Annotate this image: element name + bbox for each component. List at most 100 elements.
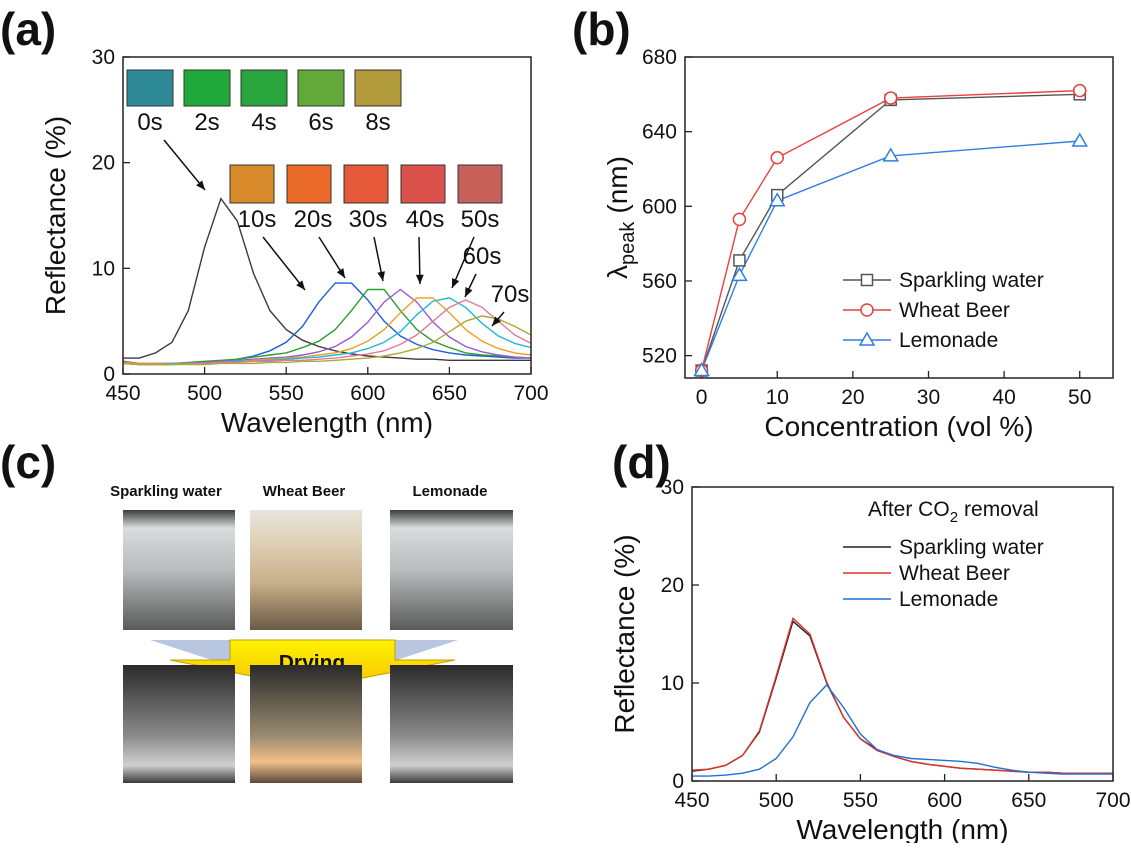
series-line (123, 299, 531, 366)
series-line (692, 683, 1113, 777)
y-tick-label: 680 (642, 46, 677, 69)
series-line (123, 282, 531, 366)
x-tick-label: 550 (843, 789, 878, 812)
swatch-label: 4s (251, 109, 276, 136)
legend-label: Lemonade (899, 588, 998, 611)
y-tick-label: 520 (642, 345, 677, 368)
arrow-line (163, 139, 206, 191)
arrow-head (377, 271, 385, 281)
x-axis-title: Wavelength (nm) (221, 407, 433, 438)
series-line (700, 93, 1080, 371)
marker (768, 192, 786, 207)
photo-caption: Wheat Beer (263, 483, 346, 500)
x-tick-label: 30 (917, 386, 940, 409)
y-tick-label: 10 (661, 672, 684, 695)
x-tick-label: 20 (841, 386, 864, 409)
curve-label: 30s (349, 206, 388, 233)
plot (700, 89, 1080, 371)
arrow-head (465, 287, 473, 297)
x-tick-label: 40 (992, 386, 1015, 409)
swatch (457, 164, 503, 204)
series-line (692, 620, 1113, 774)
y-tick-label: 0 (103, 363, 115, 386)
marker (860, 303, 874, 317)
marker (733, 254, 746, 267)
series-line (692, 617, 1113, 774)
swatch (343, 164, 389, 204)
photo-caption: Lemonade (412, 483, 487, 500)
marker (693, 362, 710, 377)
panel-label: (b) (572, 3, 631, 55)
panel-label: (c) (0, 436, 56, 488)
plot (692, 617, 1113, 777)
legend-label: Lemonade (899, 329, 998, 352)
curve-label: 10s (238, 206, 277, 233)
swatch (126, 69, 174, 107)
photo-panel: (c) Sparkling water Wheat Beer Lemonade … (0, 436, 513, 783)
x-tick-label: 50 (1068, 386, 1091, 409)
curve-label: 0s (137, 109, 162, 136)
y-tick-label: 0 (672, 770, 684, 793)
x-tick-label: 0 (696, 386, 708, 409)
series-line (700, 89, 1080, 371)
y-tick-label: 30 (92, 46, 115, 69)
x-tick-label: 500 (759, 789, 794, 812)
y-axis-title-part: Reflectance (%) (609, 534, 640, 733)
note-sub: 2 (950, 509, 958, 526)
marker (883, 91, 898, 105)
axis-frame (684, 56, 1114, 379)
y-tick-label: 30 (661, 476, 684, 499)
arrow-head (415, 274, 424, 284)
x-axis-title: Concentration (vol %) (764, 411, 1033, 442)
photo (123, 510, 235, 630)
photo (390, 665, 513, 783)
series-line (700, 140, 1080, 371)
y-axis-title-part: λ (602, 265, 633, 279)
swatch (354, 69, 402, 107)
photo (250, 510, 362, 630)
swatch-label: 6s (308, 109, 333, 136)
swatch (229, 164, 275, 204)
note-part: After CO (868, 498, 950, 521)
x-axis-title: Wavelength (nm) (796, 814, 1008, 843)
swatch (400, 164, 446, 204)
curve-label: 70s (491, 281, 530, 308)
y-axis-title-part: (nm) (602, 156, 633, 214)
panel-label: (d) (612, 436, 671, 488)
photo (250, 665, 362, 783)
arrow-head (492, 316, 501, 326)
legend-label: Wheat Beer (899, 299, 1010, 322)
curve-label: 60s (463, 243, 502, 270)
y-tick-label: 640 (642, 121, 677, 144)
swatch (240, 69, 288, 107)
axis-frame (691, 486, 1114, 782)
arrow-line (262, 236, 306, 291)
marker (732, 212, 747, 227)
marker (1072, 83, 1087, 98)
marker (882, 147, 899, 162)
arrow-head (296, 280, 305, 290)
y-tick-label: 600 (642, 195, 677, 218)
y-axis-title-part: Reflectance (%) (40, 116, 71, 315)
legend-label: Sparkling water (899, 536, 1044, 559)
photo (123, 665, 235, 783)
y-tick-label: 20 (661, 574, 684, 597)
marker (731, 266, 748, 282)
swatch-label: 8s (365, 109, 390, 136)
axis-frame (122, 56, 532, 375)
arrow (169, 639, 456, 689)
x-tick-label: 650 (432, 382, 467, 405)
x-tick-label: 10 (766, 386, 789, 409)
swatch (297, 69, 345, 107)
swatch-label: 2s (194, 109, 219, 136)
curve-label: 50s (461, 206, 500, 233)
arrow-head (452, 278, 460, 288)
x-tick-label: 550 (269, 382, 304, 405)
legend-label: Sparkling water (899, 269, 1044, 292)
marker (770, 151, 785, 165)
marker (1071, 132, 1089, 147)
swatch (286, 164, 332, 204)
x-tick-label: 450 (105, 382, 140, 405)
y-axis-title: Reflectance (%) (40, 116, 71, 315)
